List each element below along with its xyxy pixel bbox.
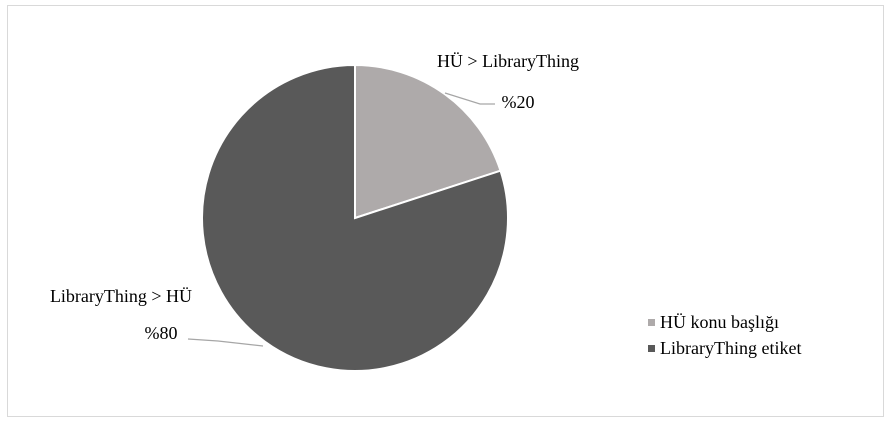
legend-label-1: HÜ konu başlığı xyxy=(660,311,779,332)
legend-swatch-1 xyxy=(648,318,655,326)
pie-slices xyxy=(201,63,509,372)
leader-line-slice-2 xyxy=(187,338,264,347)
slice-2-name-label: LibraryThing > HÜ xyxy=(50,286,192,306)
pie-slice-1 xyxy=(354,63,502,220)
legend-label-2: LibraryThing etiket xyxy=(660,337,802,358)
slice-2-value-label: %80 xyxy=(145,323,178,343)
legend-item-1: HÜ konu başlığı xyxy=(648,309,801,335)
legend: HÜ konu başlığı LibraryThing etiket xyxy=(648,309,801,361)
legend-swatch-2 xyxy=(648,344,655,352)
slice-1-value-label: %20 xyxy=(502,92,535,112)
pie-slice-2 xyxy=(201,63,509,372)
slice-1-name-label: HÜ > LibraryThing xyxy=(437,51,579,71)
legend-item-2: LibraryThing etiket xyxy=(648,335,801,361)
leader-line-slice-1 xyxy=(444,92,495,105)
